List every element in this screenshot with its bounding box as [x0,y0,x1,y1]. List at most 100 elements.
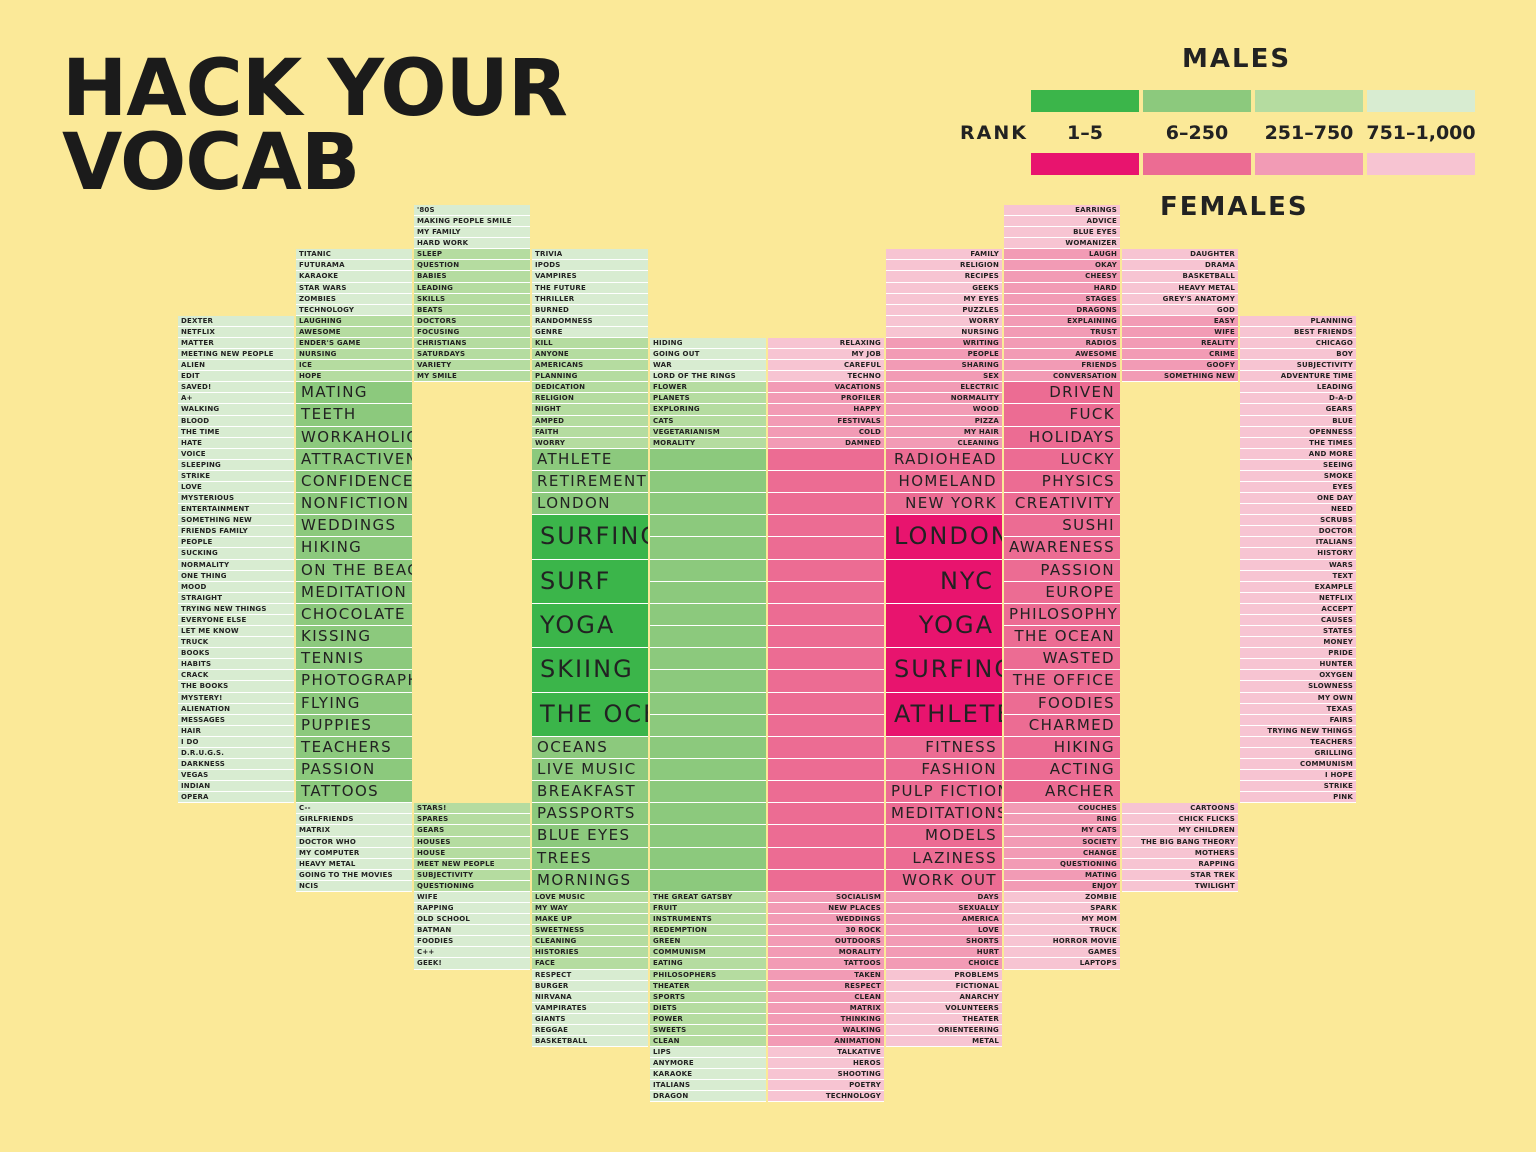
male-word-cell: HAIR [178,726,294,737]
female-word-cell: HURT [886,947,1002,959]
male-word-cell [650,471,766,494]
male-word-cell: VEGAS [178,770,294,782]
male-word-cell: RETIREMENT [532,471,648,494]
female-word-cell: LAPTOPS [1004,958,1120,970]
female-word-cell [768,803,884,826]
male-word-cell: PLANETS [650,393,766,405]
male-word-cell [650,693,766,715]
male-word-cell: MEETING NEW PEOPLE [178,349,294,361]
female-word-cell: CAREFUL [768,360,884,372]
male-word-cell: SATURDAYS [414,349,530,361]
female-word-cell: FUCK [1004,404,1120,427]
male-word-cell [650,493,766,516]
male-column-17: FLOWER PLANETS EXPLORING CATS VEGETARIANISM M… [650,382,766,449]
female-word-cell: PEOPLE [886,349,1002,361]
male-word-cell: GIRLFRIENDS [296,814,412,826]
female-column-25: TALKATIVE HEROS SHOOTING POETRY TECHNOLOGY [768,1047,884,1103]
female-word-cell: ADVICE [1004,216,1120,228]
male-word-cell: GOING OUT [650,349,766,361]
male-word-cell: TENNIS [296,648,412,671]
male-word-cell: BREAKFAST [532,781,648,804]
male-word-cell: LORD OF THE RINGS [650,371,766,383]
female-word-cell: TWILIGHT [1122,881,1238,892]
male-column-11: ATHLETE RETIREMENT LONDON [532,448,648,516]
female-word-cell: HEAVY METAL [1122,283,1238,294]
male-word-cell [650,560,766,582]
male-word-cell: SWEETNESS [532,925,648,937]
male-word-cell: DIETS [650,1003,766,1014]
male-word-cell: BEATS [414,305,530,316]
male-word-cell: SURFING [532,515,648,560]
female-word-cell: CHARMED [1004,715,1120,737]
female-word-cell: CAUSES [1240,615,1356,627]
male-word-cell: BASKETBALL [532,1036,648,1048]
female-word-cell [768,648,884,671]
male-word-cell: WALKING [178,404,294,416]
female-word-cell: LAUGH [1004,249,1120,261]
female-word-cell: CHICK FLICKS [1122,814,1238,826]
male-word-cell: FUTURAMA [296,260,412,272]
male-word-cell: THE BOOKS [178,681,294,693]
female-word-cell: PHYSICS [1004,471,1120,494]
female-word-cell: EUROPE [1004,582,1120,604]
male-word-cell: BABIES [414,271,530,283]
female-word-cell [768,449,884,471]
male-column-13: OCEANS LIVE MUSIC BREAKFAST PASSPORTS BLUE E… [532,736,648,892]
male-word-cell: INDIAN [178,781,294,793]
female-word-cell: ITALIANS [1240,537,1356,549]
male-word-cell: HARD WORK [414,238,530,250]
female-word-cell: VACATIONS [768,382,884,394]
male-word-cell: TRUCK [178,637,294,649]
female-word-cell: EYES [1240,482,1356,494]
male-word-cell: I DO [178,737,294,748]
female-word-cell: CHANGE [1004,848,1120,859]
female-word-cell: TRUST [1004,327,1120,338]
male-word-cell: FLOWER [650,382,766,394]
female-word-cell: CLEAN [768,992,884,1003]
male-word-cell: HOPE [296,371,412,383]
male-word-cell: THEATER [650,981,766,992]
female-word-cell: HEROS [768,1058,884,1070]
female-word-cell: MY CATS [1004,825,1120,837]
male-word-cell: SAVED! [178,382,294,394]
male-word-cell: WEDDINGS [296,515,412,538]
page-title: HACK YOUR VOCAB [62,50,568,208]
female-word-cell [768,560,884,582]
female-word-cell: STRIKE [1240,781,1356,793]
female-word-cell [768,515,884,538]
female-word-cell: ACCEPT [1240,604,1356,615]
female-word-cell: MODELS [886,825,1002,848]
male-word-cell: LONDON [532,493,648,516]
female-word-cell: METAL [886,1036,1002,1048]
male-column-2: LAUGHING AWESOME ENDER'S GAME NURSING ICE HOP… [296,315,412,383]
male-word-cell: DOCTORS [414,316,530,327]
male-word-cell: WORKAHOLIC [296,427,412,449]
male-word-cell [650,759,766,782]
legend-male-swatch-4 [1367,90,1475,112]
female-word-cell: NEW PLACES [768,903,884,915]
male-word-cell: VARIETY [414,360,530,372]
female-word-cell: WALKING [768,1025,884,1036]
female-column-22: VACATIONS PROFILER HAPPY FESTIVALS COLD DAMNE… [768,382,884,449]
male-word-cell: HOUSE [414,848,530,859]
female-word-cell: GOOFY [1122,360,1238,372]
female-word-cell: PASSION [1004,560,1120,582]
male-word-cell [650,737,766,759]
male-word-cell: WIFE [414,892,530,904]
female-column-31: DAYS SEXUALLY AMERICA LOVE SHORTS HURT CHOICE [886,891,1002,970]
male-word-cell: GEARS [414,825,530,837]
title-line-2: VOCAB [62,118,360,208]
female-word-cell: WIFE [1122,327,1238,338]
male-word-cell: SUBJECTIVITY [414,870,530,881]
female-word-cell: FRIENDS [1004,360,1120,372]
male-word-cell: TATTOOS [296,781,412,804]
male-word-cell [650,715,766,737]
female-word-cell: ORIENTEERING [886,1025,1002,1036]
male-word-cell: C++ [414,947,530,959]
female-word-cell: RECIPES [886,271,1002,283]
female-word-cell: YOGA [886,604,1002,649]
female-word-cell: DAYS [886,892,1002,904]
female-column-32: PROBLEMS FICTIONAL ANARCHY VOLUNTEERS THEATE… [886,969,1002,1048]
legend-female-swatch-1 [1031,153,1139,175]
female-word-cell: CARTOONS [1122,803,1238,815]
